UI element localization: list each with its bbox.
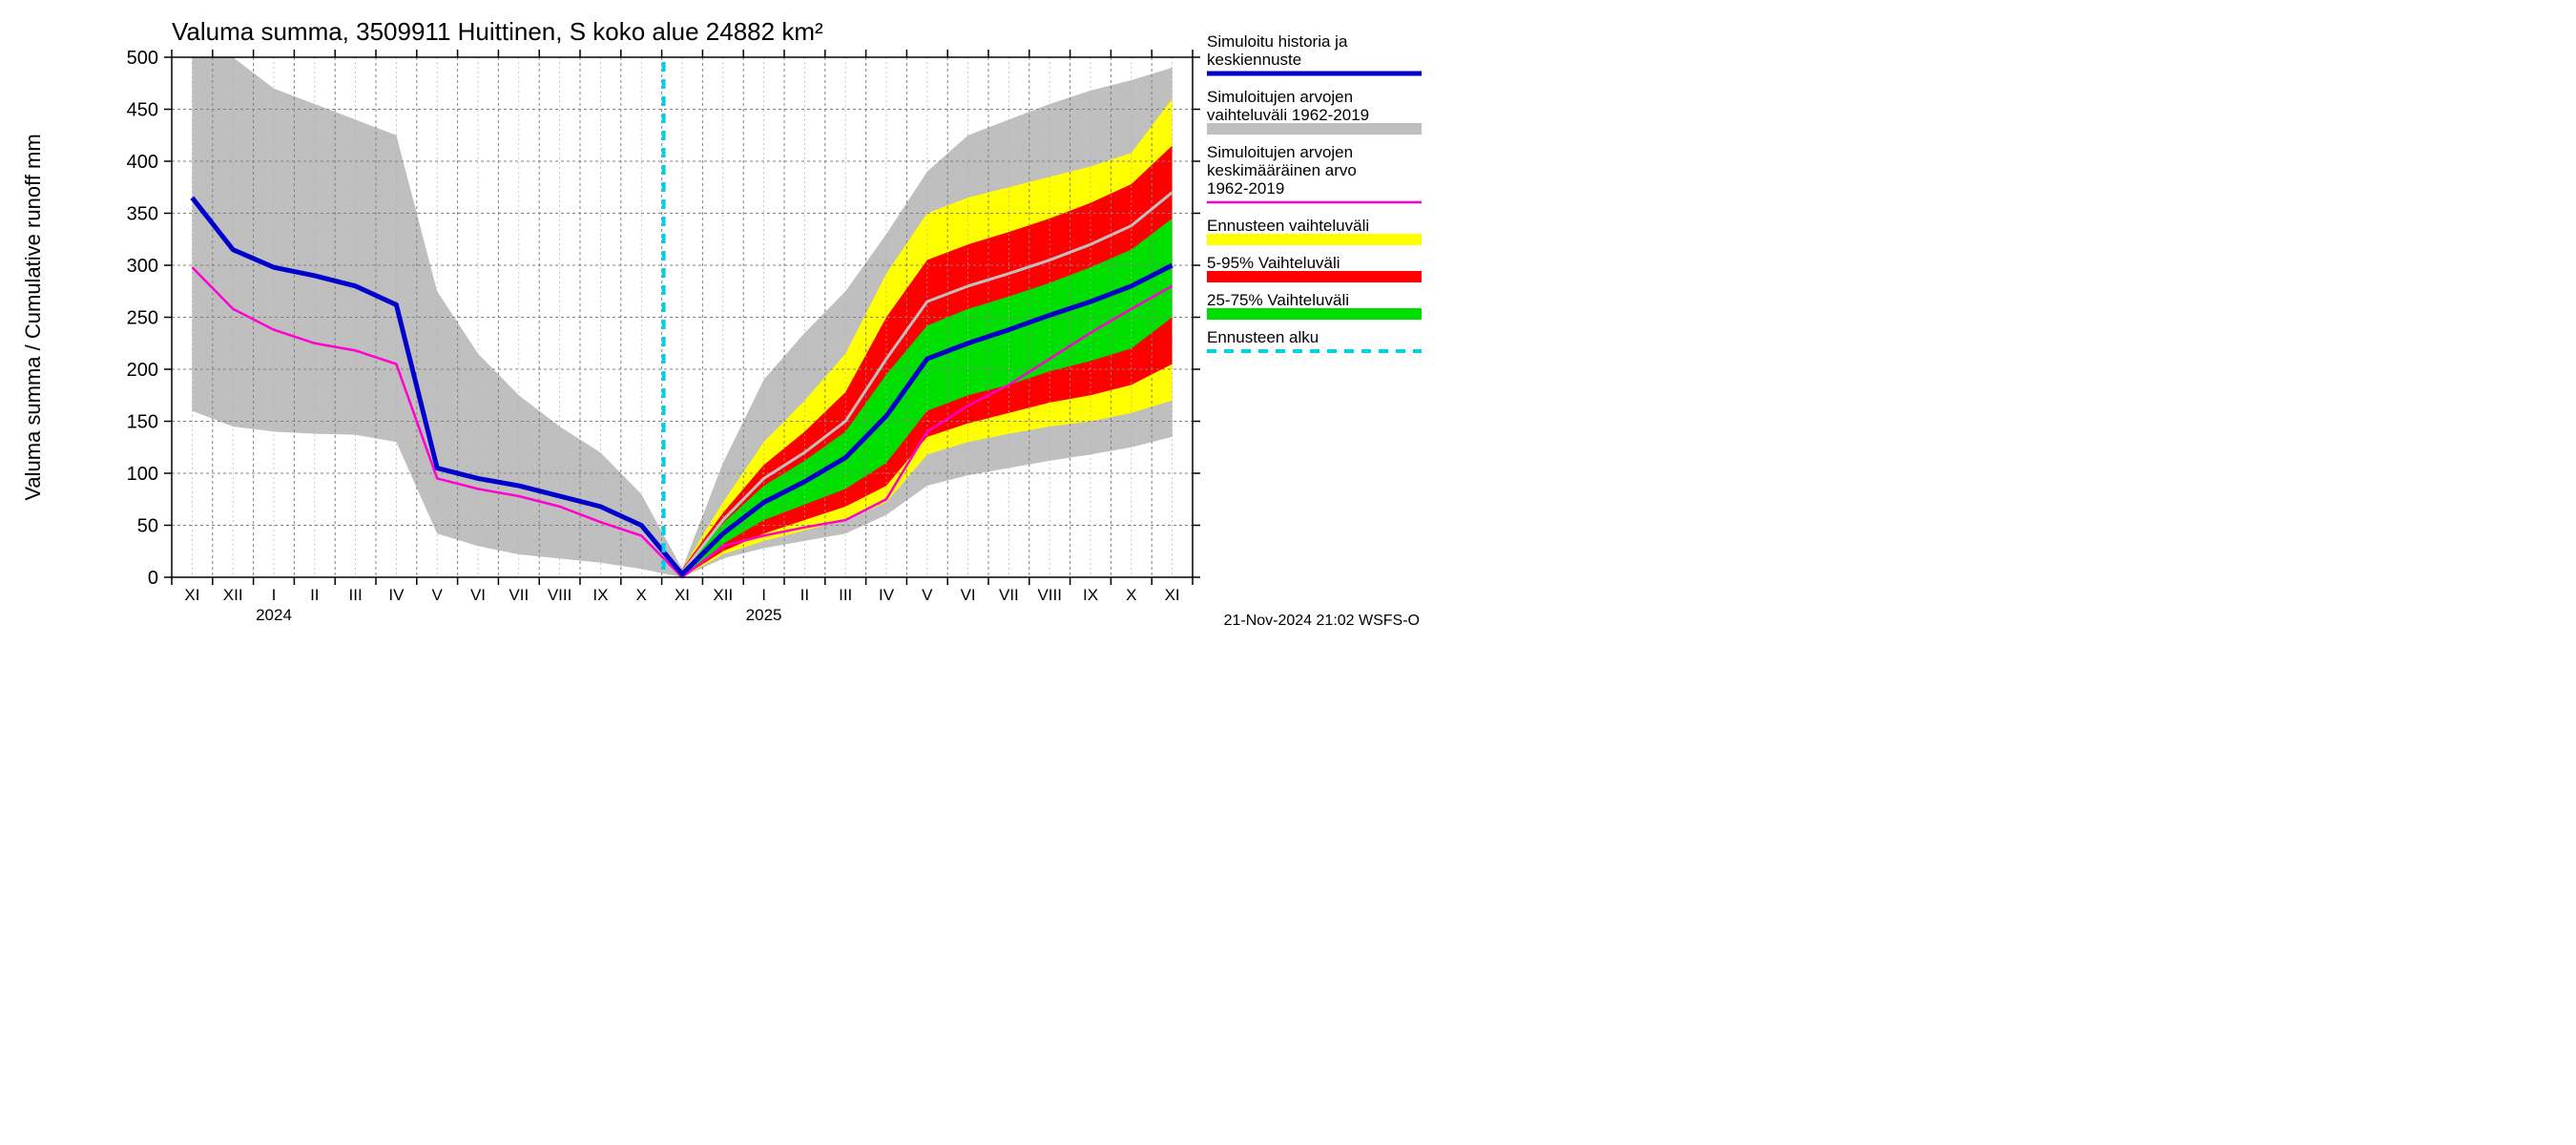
y-axis-label: Valuma summa / Cumulative runoff mm xyxy=(21,134,45,500)
x-month-label: XI xyxy=(184,586,199,604)
x-month-label: III xyxy=(839,586,852,604)
x-month-label: VI xyxy=(470,586,486,604)
chart-container: 050100150200250300350400450500XIXIIIIIII… xyxy=(0,0,1431,636)
legend-label: 1962-2019 xyxy=(1207,179,1284,198)
legend-swatch xyxy=(1207,123,1422,135)
x-month-label: V xyxy=(922,586,933,604)
x-year-label: 2025 xyxy=(746,606,782,624)
x-month-label: VIII xyxy=(548,586,572,604)
legend-swatch xyxy=(1207,234,1422,245)
x-month-label: II xyxy=(310,586,319,604)
x-month-label: VIII xyxy=(1037,586,1062,604)
x-year-label: 2024 xyxy=(256,606,292,624)
legend-label: Ennusteen vaihteluväli xyxy=(1207,217,1369,235)
y-tick-label: 150 xyxy=(127,412,158,433)
y-tick-label: 350 xyxy=(127,204,158,225)
runoff-chart: 050100150200250300350400450500XIXIIIIIII… xyxy=(0,0,1431,636)
x-month-label: IX xyxy=(1083,586,1098,604)
x-month-label: I xyxy=(761,586,766,604)
x-month-label: II xyxy=(800,586,809,604)
y-tick-label: 500 xyxy=(127,48,158,69)
legend-swatch xyxy=(1207,308,1422,320)
legend-label: 5-95% Vaihteluväli xyxy=(1207,254,1340,272)
x-month-label: IV xyxy=(388,586,405,604)
x-month-label: VI xyxy=(961,586,976,604)
y-tick-label: 400 xyxy=(127,152,158,173)
legend-label: 25-75% Vaihteluväli xyxy=(1207,291,1349,309)
y-tick-label: 50 xyxy=(137,516,158,537)
footer-timestamp: 21-Nov-2024 21:02 WSFS-O xyxy=(1224,613,1420,629)
x-month-label: X xyxy=(1126,586,1136,604)
y-tick-label: 200 xyxy=(127,360,158,381)
x-month-label: XI xyxy=(675,586,690,604)
y-tick-label: 100 xyxy=(127,464,158,485)
y-tick-label: 0 xyxy=(148,568,158,589)
x-month-label: V xyxy=(432,586,444,604)
x-month-label: VII xyxy=(509,586,529,604)
legend-label: keskiennuste xyxy=(1207,51,1301,69)
y-tick-label: 300 xyxy=(127,256,158,277)
x-month-label: VII xyxy=(999,586,1019,604)
x-month-label: XII xyxy=(713,586,733,604)
y-tick-label: 250 xyxy=(127,308,158,329)
x-month-label: I xyxy=(272,586,277,604)
x-month-label: IV xyxy=(879,586,895,604)
x-month-label: IX xyxy=(592,586,608,604)
legend-label: keskimääräinen arvo xyxy=(1207,161,1357,179)
legend-label: vaihteluväli 1962-2019 xyxy=(1207,106,1369,124)
y-tick-label: 450 xyxy=(127,100,158,121)
x-month-label: X xyxy=(636,586,647,604)
chart-title: Valuma summa, 3509911 Huittinen, S koko … xyxy=(172,17,823,46)
legend-label: Simuloitu historia ja xyxy=(1207,32,1348,51)
legend-swatch xyxy=(1207,271,1422,282)
x-month-label: XI xyxy=(1165,586,1180,604)
legend-label: Simuloitujen arvojen xyxy=(1207,143,1353,161)
x-month-label: III xyxy=(349,586,363,604)
x-month-label: XII xyxy=(223,586,243,604)
legend-label: Ennusteen alku xyxy=(1207,328,1319,346)
legend-label: Simuloitujen arvojen xyxy=(1207,88,1353,106)
